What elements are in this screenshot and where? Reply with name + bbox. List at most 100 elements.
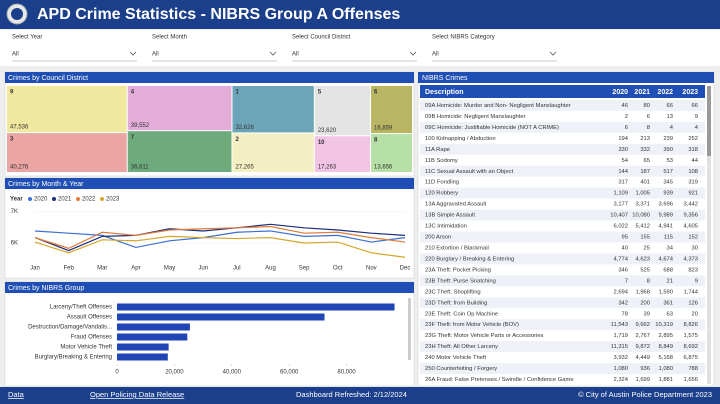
bar xyxy=(117,313,325,321)
table-cell: 21 xyxy=(667,278,673,284)
table-cell: 525 xyxy=(640,267,650,273)
table-cell: 23C Theft: Shoplifting xyxy=(425,289,481,295)
table-cell: 390 xyxy=(663,147,673,153)
column-header[interactable]: Description xyxy=(425,89,464,96)
table-cell: 318 xyxy=(688,147,698,153)
table-cell: 1,590 xyxy=(658,289,673,295)
footer-link[interactable]: Data xyxy=(8,390,25,399)
column-header[interactable]: 2021 xyxy=(634,89,650,96)
table-cell: 11A Rape xyxy=(425,147,450,153)
legend-label: 2023 xyxy=(106,197,120,203)
table-cell: 3,932 xyxy=(613,355,628,361)
filter-chevron[interactable] xyxy=(409,51,417,56)
filter-label: Select NIBRS Category xyxy=(432,35,495,41)
filter-bar xyxy=(0,30,720,66)
x-tick-label: Mar xyxy=(97,266,107,272)
table-cell: 155 xyxy=(640,235,650,241)
table-cell: 8,692 xyxy=(683,344,698,350)
table-cell: 13C Intimidation xyxy=(425,224,467,230)
table-cell: 9,356 xyxy=(683,213,698,219)
table-cell: 788 xyxy=(688,366,698,372)
table-cell: 108 xyxy=(688,169,698,175)
table-row xyxy=(420,231,705,243)
table-cell: 78 xyxy=(622,311,628,317)
table-scroll-thumb[interactable] xyxy=(707,86,711,156)
table-cell: 317 xyxy=(618,180,628,186)
y-tick-label: Assault Offenses xyxy=(67,315,112,321)
filter-chevron[interactable] xyxy=(269,51,277,56)
table-cell: 10,319 xyxy=(655,322,673,328)
tile-label: 10 xyxy=(318,140,325,146)
table-cell: 939 xyxy=(663,191,673,197)
table-row xyxy=(420,187,705,199)
tile-value: 13,656 xyxy=(374,165,393,171)
table-cell: 4,941 xyxy=(658,224,673,230)
scrollbar[interactable] xyxy=(408,298,411,360)
y-tick-label: Larceny/Theft Offenses xyxy=(50,305,112,311)
table-row xyxy=(420,110,705,122)
table-cell: 8,826 xyxy=(683,322,698,328)
table-cell: 4 xyxy=(695,125,699,131)
table-row xyxy=(420,264,705,276)
table-cell: 8,849 xyxy=(658,344,673,350)
treemap-tile xyxy=(127,86,232,131)
table-cell: 1,699 xyxy=(635,377,650,383)
table-cell: 1,080 xyxy=(658,366,673,372)
table-row xyxy=(420,308,705,320)
tile-value: 16,859 xyxy=(374,126,393,132)
table-title: NIBRS Crimes xyxy=(422,75,468,82)
tile-label: 7 xyxy=(131,135,135,141)
x-tick-label: 60,000 xyxy=(280,370,299,376)
table-cell: 13B Simple Assault xyxy=(425,213,475,219)
treemap-tile xyxy=(314,136,371,172)
tile-label: 5 xyxy=(318,90,322,96)
tile-label: 6 xyxy=(374,90,378,96)
tile-label: 3 xyxy=(10,137,14,143)
table-cell: 8 xyxy=(647,278,650,284)
table-cell: 2,694 xyxy=(613,289,628,295)
tile-value: 27,265 xyxy=(235,165,254,171)
table-cell: 144 xyxy=(618,169,628,175)
table-cell: 13 xyxy=(667,114,673,120)
table-cell: 11C Sexual Assault with an Object xyxy=(425,169,514,175)
table-cell: 345 xyxy=(663,180,673,186)
tile-value: 40,276 xyxy=(10,165,29,171)
treemap-tile xyxy=(314,86,371,136)
line-series xyxy=(34,225,406,250)
tile-label: 1 xyxy=(235,90,239,96)
column-header[interactable]: 2020 xyxy=(612,89,628,96)
table-cell: 3,177 xyxy=(613,202,628,208)
table-cell: 250 Counterfeiting / Forgery xyxy=(425,366,497,372)
table-row xyxy=(420,275,705,287)
filter-value[interactable]: All xyxy=(12,52,19,58)
table-cell: 40 xyxy=(622,246,628,252)
table-cell: 63 xyxy=(667,311,673,317)
table-cell: 9,989 xyxy=(658,213,673,219)
legend-dot xyxy=(76,197,80,201)
filter-value[interactable]: All xyxy=(152,52,159,58)
table-cell: 46 xyxy=(622,103,628,109)
page-title: APD Crime Statistics - NIBRS Group A Off… xyxy=(37,6,400,23)
table-scrollbar[interactable] xyxy=(707,86,711,384)
filter-label: Select Year xyxy=(12,35,42,41)
x-tick-label: 40,000 xyxy=(223,370,242,376)
table-cell: 115 xyxy=(664,235,673,241)
table-cell: 80 xyxy=(644,103,650,109)
column-header[interactable]: 2023 xyxy=(682,89,698,96)
footer-link[interactable]: Open Policing Data Release xyxy=(90,390,184,399)
tile-value: 17,263 xyxy=(318,165,337,171)
x-tick-label: Aug xyxy=(265,266,276,272)
table-row xyxy=(420,143,705,155)
filter-value[interactable]: All xyxy=(432,52,439,58)
filter-chevron[interactable] xyxy=(549,51,557,56)
column-header[interactable]: 2022 xyxy=(657,89,673,96)
panel-title: Crimes by NIBRS Group xyxy=(8,285,84,292)
table-cell: 126 xyxy=(688,300,698,306)
table-cell: 9 xyxy=(695,114,698,120)
table-row xyxy=(420,198,705,210)
filter-chevron[interactable] xyxy=(129,51,137,56)
filter-value[interactable]: All xyxy=(292,52,299,58)
y-tick-label: Fraud Offenses xyxy=(71,335,112,341)
table-cell: 95 xyxy=(622,235,628,241)
